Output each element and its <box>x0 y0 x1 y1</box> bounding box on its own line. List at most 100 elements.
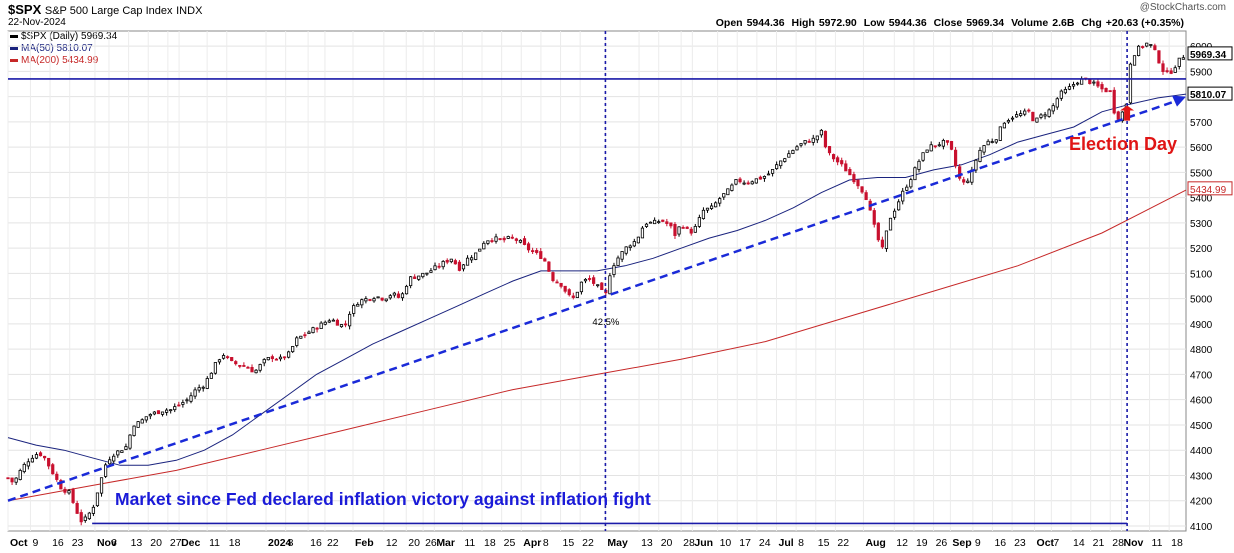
x-tick-label: 26 <box>425 537 437 549</box>
candle-up <box>583 278 588 282</box>
candle-down <box>539 251 543 259</box>
y-tick-label: 4500 <box>1190 421 1213 432</box>
candle-down <box>807 140 811 143</box>
candle-down <box>75 503 79 514</box>
x-tick-label: Apr <box>523 537 541 549</box>
candle-up <box>974 159 978 171</box>
candle-up <box>339 324 344 328</box>
candle-up <box>734 179 738 185</box>
candle-up <box>278 356 283 360</box>
candle-down <box>413 276 417 279</box>
x-tick-label: 18 <box>484 537 496 549</box>
candle-up <box>701 209 706 220</box>
candle-up <box>30 457 35 463</box>
x-tick-label: 7 <box>1053 537 1059 549</box>
candle-up <box>1177 57 1181 67</box>
candle-up <box>124 446 128 450</box>
x-tick-label: 23 <box>1014 537 1026 549</box>
candle-down <box>563 285 567 292</box>
candle-down <box>1104 87 1108 93</box>
x-tick-label: 8 <box>543 537 549 549</box>
x-tick-label: 24 <box>759 537 771 549</box>
header-date: 22-Nov-2024 <box>8 17 66 28</box>
candle-up <box>319 322 323 329</box>
candle-down <box>457 261 462 271</box>
legend-swatch-price <box>10 34 18 38</box>
axis-tag-box <box>1187 46 1233 61</box>
candle-up <box>596 284 600 287</box>
candle-up <box>799 143 803 146</box>
candle-down <box>47 457 51 467</box>
candle-up <box>217 359 222 363</box>
candle-down <box>665 221 669 224</box>
candle-down <box>864 192 868 201</box>
candle-up <box>104 464 108 477</box>
x-tick-label: 20 <box>661 537 673 549</box>
candle-down <box>555 281 559 284</box>
candle-up <box>1051 105 1055 112</box>
candle-up <box>730 184 734 191</box>
candle-up <box>116 450 120 456</box>
x-tick-label: 20 <box>150 537 162 549</box>
y-tick-label: 5000 <box>1190 295 1213 306</box>
candle-up <box>388 295 392 299</box>
candle-up <box>1136 45 1141 56</box>
candle-up <box>657 221 661 224</box>
candle-up <box>486 240 490 244</box>
x-tick-label: 11 <box>1152 537 1163 549</box>
candle-down <box>738 178 742 183</box>
candle-down <box>840 160 844 165</box>
candle-up <box>982 145 986 153</box>
x-tick-label: 22 <box>327 537 339 549</box>
candle-down <box>380 297 384 301</box>
candles <box>6 42 1185 526</box>
symbol: $SPX <box>8 2 42 17</box>
candle-up <box>779 160 783 167</box>
candle-down <box>661 219 665 222</box>
x-tick-label: 28 <box>683 537 695 549</box>
y-tick-label: 5500 <box>1190 168 1213 179</box>
candle-down <box>567 289 571 296</box>
candle-up <box>750 181 754 185</box>
x-tick-label: Oct <box>10 537 28 549</box>
candle-down <box>1116 111 1120 120</box>
x-tick-label: 14 <box>1073 537 1085 549</box>
x-tick-label: Jun <box>694 537 713 549</box>
candle-up <box>648 221 653 224</box>
candle-down <box>526 243 531 251</box>
candle-down <box>543 258 547 262</box>
candle-down <box>250 367 254 373</box>
candle-down <box>1161 63 1165 72</box>
candle-up <box>1071 84 1076 87</box>
candle-up <box>1128 63 1133 104</box>
candle-up <box>352 305 356 314</box>
open-value: 5944.36 <box>746 17 785 29</box>
legend-label-ma200: MA(200) 5434.99 <box>21 55 99 66</box>
candle-up <box>465 257 470 266</box>
candle-up <box>108 459 112 465</box>
candle-up <box>494 236 498 242</box>
x-tick-label: Feb <box>355 537 374 549</box>
candle-down <box>669 222 673 227</box>
candle-down <box>1153 45 1157 51</box>
x-tick-label: 25 <box>504 537 516 549</box>
candle-up <box>18 470 22 480</box>
candle-up <box>1132 55 1137 66</box>
x-tick-label: 10 <box>720 537 732 549</box>
x-tick-label: 21 <box>1093 537 1105 549</box>
candle-up <box>1039 114 1043 118</box>
candle-up <box>901 190 905 202</box>
y-tick-label: 4200 <box>1190 497 1213 508</box>
candle-down <box>1027 109 1031 112</box>
candle-up <box>620 251 624 260</box>
candle-up <box>1023 110 1027 115</box>
candle-up <box>986 140 990 146</box>
plot-frame <box>7 30 1187 532</box>
candle-up <box>892 210 897 218</box>
candle-up <box>258 364 262 371</box>
candle-down <box>51 464 55 475</box>
candle-up <box>888 217 893 231</box>
candle-up <box>287 351 291 358</box>
x-tick-label: 11 <box>209 537 220 549</box>
